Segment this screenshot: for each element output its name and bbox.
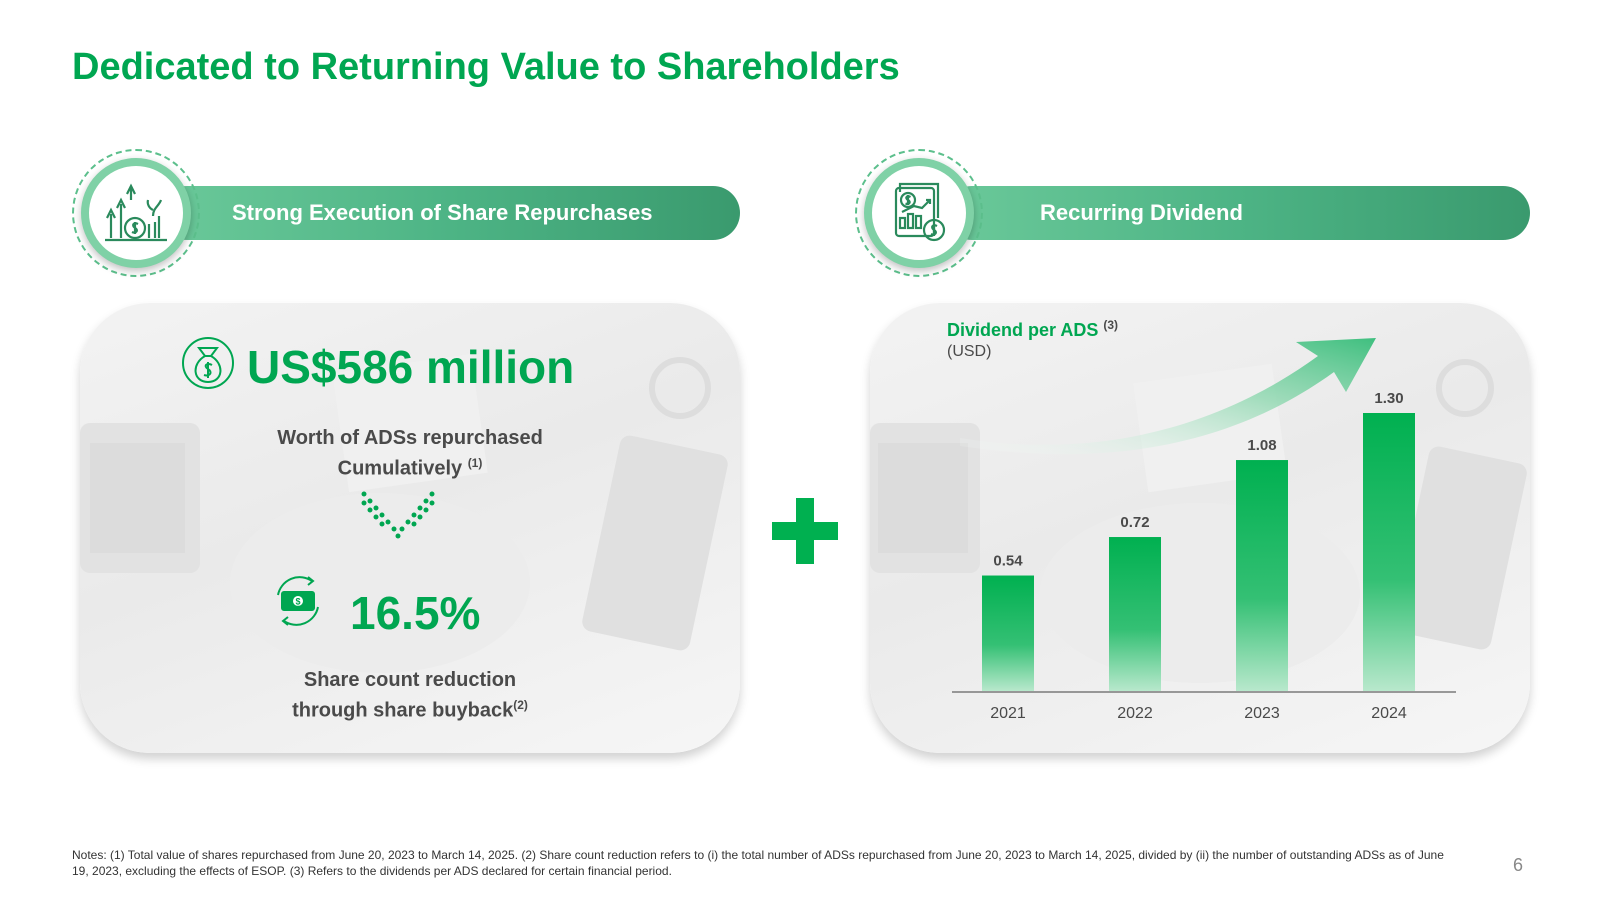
amount-desc-line1: Worth of ADSs repurchased (277, 427, 543, 449)
financial-report-icon (894, 182, 946, 242)
chart-unit: (USD) (947, 343, 992, 360)
amount-desc-line2: Cumulatively (337, 457, 463, 480)
footnotes: Notes: (1) Total value of shares repurch… (72, 848, 1444, 878)
chart-footnote-ref: (3) (1103, 318, 1119, 332)
plus-sign (772, 498, 838, 564)
repurchase-amount: US$586 million (247, 341, 575, 393)
pct-footnote-ref: (2) (513, 698, 528, 712)
share-repurchase-header-label: Strong Execution of Share Repurchases (232, 200, 653, 225)
share-repurchase-card (80, 303, 740, 753)
banknote-cycle-icon: $ (277, 576, 319, 626)
dividend-badge (855, 149, 983, 277)
slide-title: Dedicated to Returning Value to Sharehol… (72, 46, 900, 88)
chart-title: Dividend per ADS (3) (947, 318, 1118, 341)
money-bag-icon (182, 337, 234, 389)
share-count-reduction-description: Share count reduction through share buyb… (180, 668, 640, 724)
dotted-down-arrow-icon (361, 491, 435, 539)
amount-footnote-ref: (1) (467, 456, 483, 470)
share-repurchase-header: Strong Execution of Share Repurchases (160, 186, 740, 240)
card-background-texture (80, 353, 728, 673)
chart-title-text: Dividend per ADS (947, 320, 1099, 340)
dividend-header: Recurring Dividend (945, 186, 1530, 240)
growth-badge (72, 149, 200, 277)
page-number: 6 (1513, 855, 1524, 875)
repurchase-amount-description: Worth of ADSs repurchased Cumulatively (… (180, 426, 640, 482)
share-count-reduction: 16.5% (350, 587, 481, 639)
dividend-card (870, 303, 1530, 753)
pct-desc-line1: Share count reduction (303, 669, 517, 691)
pct-desc-line2: through share buyback (292, 699, 514, 722)
svg-text:$: $ (295, 597, 300, 607)
growth-chart-money-icon (105, 183, 167, 242)
dividend-header-label: Recurring Dividend (1040, 200, 1243, 225)
card-background-texture (870, 359, 1527, 683)
